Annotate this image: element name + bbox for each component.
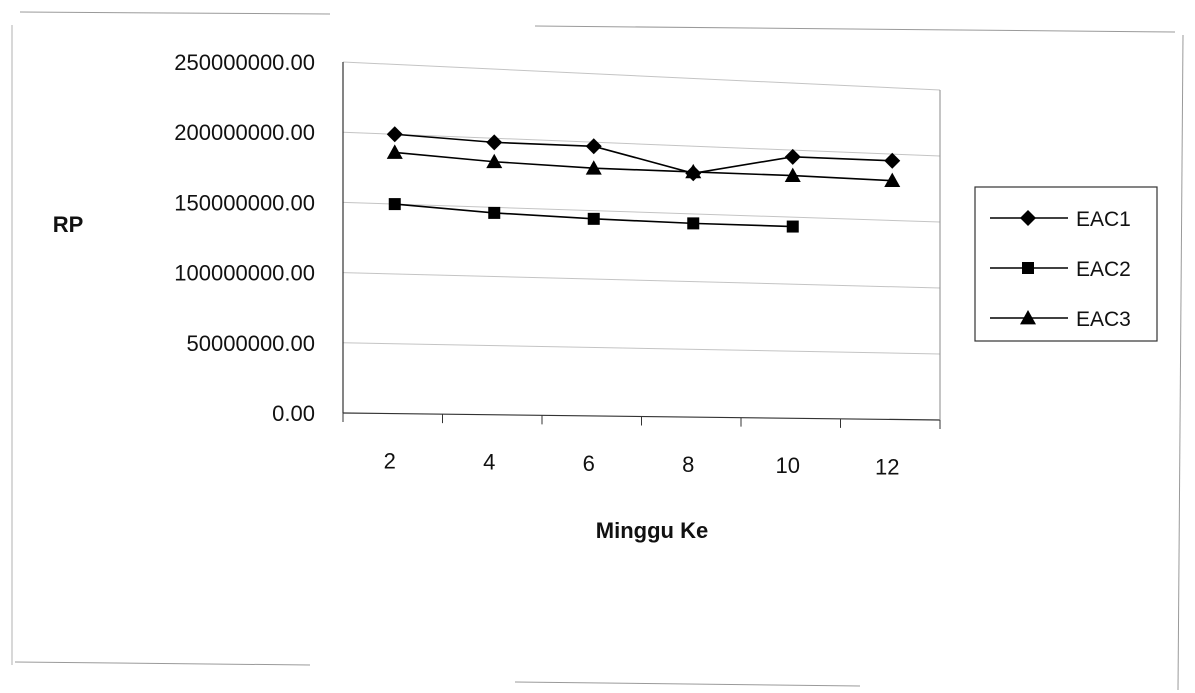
gridline [342, 61, 941, 91]
series-lines [386, 126, 901, 233]
x-tick-labels: 2 4 6 8 10 12 [342, 413, 941, 479]
axes [342, 62, 941, 421]
x-tick-label: 8 [682, 452, 694, 477]
legend-item: EAC1 [990, 208, 1131, 231]
gridline [342, 342, 941, 355]
y-tick-label: 200000000.00 [174, 120, 315, 145]
legend-box [974, 186, 1158, 342]
x-tick-label: 6 [583, 451, 595, 476]
data-point [486, 153, 503, 169]
data-point [786, 220, 799, 233]
data-point [585, 160, 602, 175]
data-point [386, 126, 403, 143]
x-tick-label: 10 [776, 453, 800, 478]
data-point [488, 206, 501, 219]
gridline [342, 131, 941, 157]
page-edge-right [1177, 34, 1184, 691]
page-edge-bottom-right [514, 681, 861, 687]
legend-label: EAC3 [1076, 308, 1131, 331]
y-axis-title: RP [53, 212, 84, 237]
data-point [587, 212, 600, 225]
data-point [884, 152, 901, 169]
legend-marker [1022, 262, 1034, 274]
x-tick-label: 12 [875, 454, 899, 479]
legend-label: EAC2 [1076, 258, 1131, 281]
data-point [784, 148, 801, 165]
data-point [388, 198, 401, 211]
gridlines [342, 61, 941, 355]
data-point [685, 163, 702, 179]
data-point [784, 167, 801, 183]
data-point [386, 144, 403, 159]
data-point [585, 138, 602, 155]
page-edge-bottom-left [14, 661, 311, 666]
series-eac3 [386, 144, 901, 188]
data-point [486, 134, 503, 151]
data-point [687, 217, 700, 230]
series-line [394, 151, 893, 182]
x-axis-title: Minggu Ke [596, 518, 708, 543]
y-tick-label: 150000000.00 [174, 190, 315, 215]
page-edge-top-left [19, 11, 331, 15]
series-eac1 [386, 126, 901, 182]
series-eac2 [388, 198, 799, 233]
series-line [394, 133, 893, 175]
y-tick-label: 0.00 [272, 401, 315, 426]
legend-marker [1020, 310, 1036, 325]
legend-label: EAC1 [1076, 208, 1131, 231]
y-tick-label: 250000000.00 [174, 50, 315, 75]
legend-item: EAC2 [990, 258, 1131, 281]
x-tick-label: 4 [483, 450, 495, 475]
legend-marker [1020, 210, 1036, 226]
x-tick-label: 2 [384, 449, 396, 474]
data-point [884, 172, 901, 188]
y-tick-labels: 0.00 50000000.00 100000000.00 150000000.00 2… [174, 50, 315, 426]
legend: EAC1 EAC2 EAC3 [974, 186, 1158, 342]
y-tick-label: 50000000.00 [187, 331, 315, 356]
gridline [342, 272, 941, 289]
legend-item: EAC3 [990, 308, 1131, 331]
gridline [342, 201, 941, 223]
y-tick-label: 100000000.00 [174, 261, 315, 286]
page-edge-top-right [534, 25, 1176, 33]
